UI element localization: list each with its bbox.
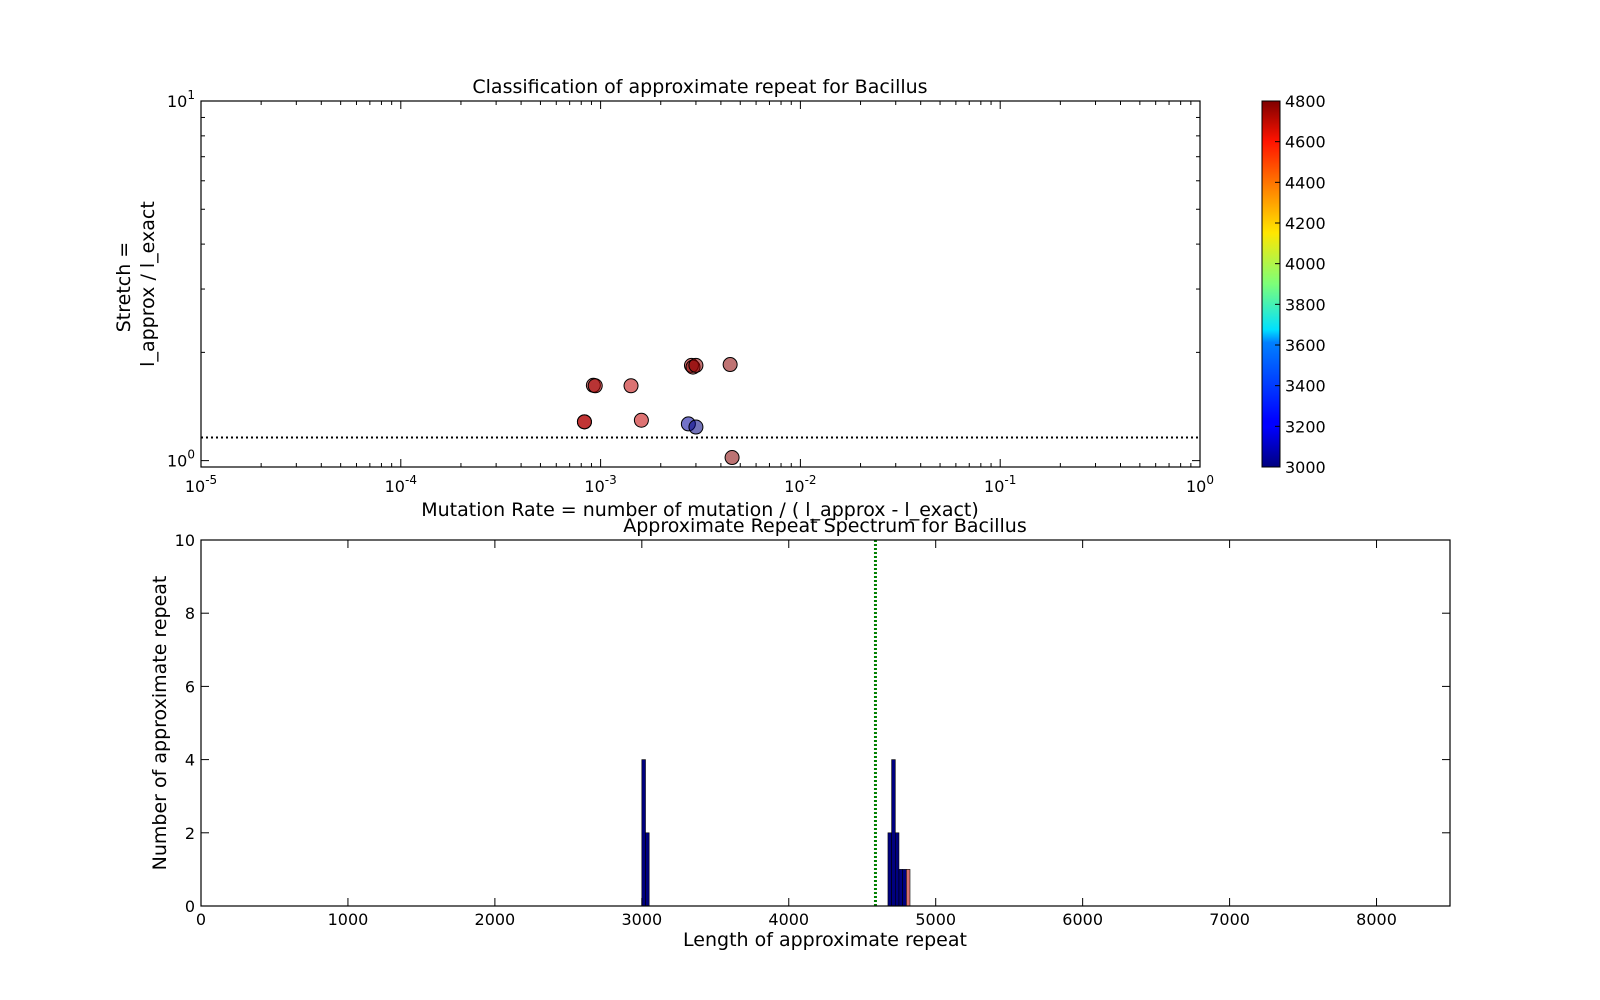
histogram-bar [891,759,896,907]
histogram-bar [887,832,892,907]
y-tick-label: 8 [185,604,195,623]
colorbar-tick-label: 4400 [1285,173,1326,192]
histogram-bar [894,832,900,907]
x-tick-label: 10-1 [984,473,1016,496]
histogram-bar [898,869,903,907]
histogram-bars [641,759,911,907]
colorbar-tick-label: 3200 [1285,417,1326,436]
bar-x-ticks: 0 1000 2000 3000 4000 5000 6000 7000 8000 [196,540,1397,929]
colorbar-tick-label: 4200 [1285,214,1326,233]
y-tick-label: 100 [167,448,195,471]
x-tick-label: 10-2 [784,473,816,496]
scatter-points [576,357,740,466]
histogram-bar [906,869,911,907]
scatter-point [633,412,649,428]
colorbar-tick-label: 3400 [1285,377,1326,396]
histogram-bar [641,759,646,907]
bar-chart: Approximate Repeat Spectrum for Bacillus… [149,515,1451,951]
x-tick-label: 10-5 [185,473,217,496]
bar-x-axis-label: Length of approximate repeat [683,929,967,951]
x-tick-label: 2000 [475,910,516,929]
y-tick-label: 4 [185,751,195,770]
x-tick-label: 4000 [768,910,809,929]
bar-plot-frame [200,539,1451,907]
colorbar-tick-label: 4600 [1285,133,1326,152]
scatter-point [688,419,704,435]
x-tick-label: 7000 [1209,910,1250,929]
scatter-y-axis-label: Stretch = l_approx / l_exact [113,201,159,367]
scatter-plot-frame [200,100,1201,468]
colorbar-tick-label: 3800 [1285,295,1326,314]
scatter-point [623,378,639,394]
y-tick-label: 101 [167,88,195,111]
bar-chart-title: Approximate Repeat Spectrum for Bacillus [623,515,1027,537]
bar-y-axis-label: Number of approximate repeat [149,576,171,871]
x-tick-label: 8000 [1356,910,1397,929]
histogram-bar [645,832,650,907]
colorbar-tick-label: 3600 [1285,336,1326,355]
x-tick-label: 0 [196,910,206,929]
scatter-y-ticks: 100 101 [167,88,1200,471]
y-tick-label: 2 [185,824,195,843]
bar-y-ticks: 0 2 4 6 8 10 [175,531,1450,916]
scatter-y-axis-label-line2: l_approx / l_exact [137,201,159,367]
histogram-bar [902,869,907,907]
x-tick-label: 5000 [915,910,956,929]
colorbar-tick-label: 4800 [1285,92,1326,111]
x-tick-label: 3000 [621,910,662,929]
scatter-x-ticks: 10-5 10-4 10-3 10-2 10-1 100 [185,101,1214,496]
y-tick-label: 10 [175,531,195,550]
colorbar-tick-label: 4000 [1285,255,1326,274]
x-tick-label: 6000 [1062,910,1103,929]
scatter-point [576,414,592,430]
colorbar-ticks: 3000 3200 3400 3600 3800 4000 4200 4400 4600 4800 [1275,92,1326,477]
scatter-point [724,450,740,466]
scatter-chart-title: Classification of approximate repeat for… [472,76,927,98]
x-tick-label: 100 [1186,473,1214,496]
y-tick-label: 6 [185,677,195,696]
colorbar-tick-label: 3000 [1285,458,1326,477]
x-tick-label: 10-3 [584,473,616,496]
y-tick-label: 0 [185,897,195,916]
scatter-x-axis-label: Mutation Rate = number of mutation / ( l… [421,499,979,521]
colorbar: 3000 3200 3400 3600 3800 4000 4200 4400 4600 4800 [1261,92,1326,477]
scatter-chart: Classification of approximate repeat for… [113,76,1214,521]
x-tick-label: 1000 [328,910,369,929]
x-tick-label: 10-4 [385,473,417,496]
scatter-y-axis-label-line1: Stretch = [113,242,135,333]
scatter-point [587,378,603,394]
colorbar-gradient [1261,100,1281,468]
scatter-point [688,357,704,373]
scatter-point [722,357,738,373]
